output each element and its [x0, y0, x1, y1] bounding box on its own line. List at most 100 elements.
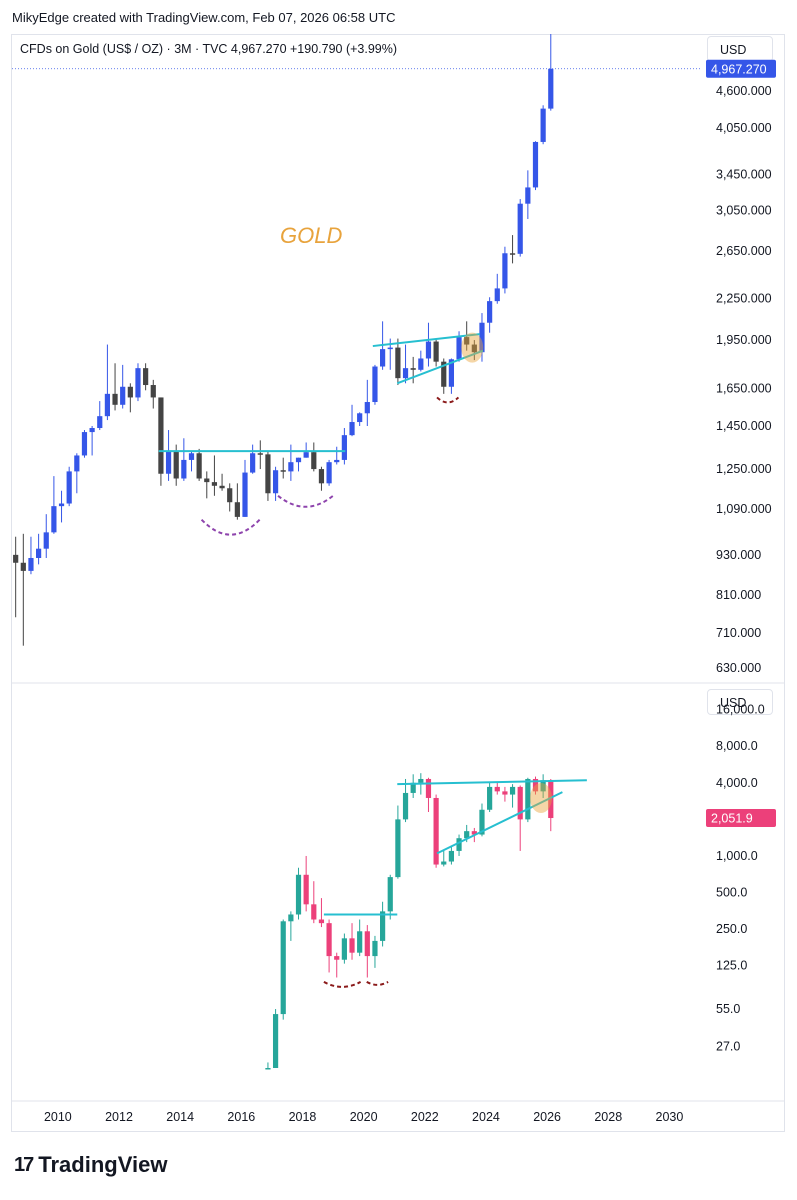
- cup-pattern-arc: [436, 396, 460, 404]
- candle-body: [272, 470, 279, 494]
- x-tick-label: 2020: [350, 1110, 378, 1124]
- candle-body: [532, 778, 539, 792]
- candle-body: [120, 386, 126, 405]
- symbol-line: CFDs on Gold (US$ / OZ) · 3M · TVC 4,967…: [20, 42, 398, 56]
- candle-body: [471, 831, 477, 835]
- candle-body: [487, 786, 493, 810]
- candle-body: [104, 393, 111, 417]
- candle-body: [372, 940, 378, 957]
- candle-body: [81, 432, 88, 456]
- candle-body: [288, 462, 294, 472]
- candle-body: [532, 141, 539, 188]
- x-tick-label: 2016: [227, 1110, 255, 1124]
- candle-body: [502, 253, 508, 289]
- credit-line: MikyEdge created with TradingView.com, F…: [12, 10, 396, 25]
- candle-body: [211, 482, 218, 486]
- y-tick-label: 125.0: [716, 959, 747, 973]
- y-tick-label: 810.000: [716, 588, 761, 602]
- candle-body: [517, 786, 523, 820]
- y-tick-label: 4,600.000: [716, 84, 772, 98]
- cup-pattern-arc: [366, 981, 389, 986]
- candle-body: [464, 831, 470, 839]
- y-tick-label: 3,050.000: [716, 203, 772, 217]
- candle-body: [280, 921, 286, 1015]
- candle-body: [143, 368, 149, 386]
- candle-body: [433, 341, 439, 362]
- candle-body: [311, 904, 317, 920]
- candle-body: [295, 874, 302, 915]
- chart-frame: [11, 34, 785, 1132]
- candle-body: [387, 877, 393, 912]
- candle-body: [288, 914, 294, 922]
- candle-body: [433, 797, 439, 865]
- ratio-chart-pane: 27.0 55.0 125.0 250.0 500.0 1,000.0 4,000.0 8,0…: [11, 682, 785, 1070]
- y-tick-label: 8,000.0: [716, 739, 758, 753]
- candle-body: [36, 548, 42, 558]
- candle-body: [318, 919, 325, 924]
- candle-body: [387, 347, 393, 350]
- candle-body: [502, 791, 508, 795]
- candle-body: [181, 459, 187, 479]
- trend-line: [372, 333, 480, 348]
- candle-body: [66, 471, 72, 504]
- candle-body: [479, 809, 485, 835]
- x-tick-label: 2028: [594, 1110, 622, 1124]
- candle-body: [395, 819, 401, 878]
- candle-body: [334, 459, 340, 463]
- last-price-label: 2,051.9: [711, 812, 753, 826]
- candle-body: [357, 413, 363, 423]
- candle-body: [448, 359, 455, 387]
- candle-body: [441, 361, 447, 387]
- candle-body: [334, 956, 340, 960]
- candle-body: [28, 557, 34, 571]
- candle-body: [418, 358, 424, 370]
- y-tick-label: 2,250.000: [716, 292, 772, 306]
- candle-body: [471, 344, 477, 353]
- y-tick-label: 710.000: [716, 626, 761, 640]
- currency-button-bottom[interactable]: USD: [707, 689, 773, 715]
- cup-pattern-arc: [200, 518, 261, 536]
- candle-body: [479, 322, 485, 353]
- y-tick-label: 1,000.0: [716, 849, 758, 863]
- y-tick-label: 3,450.000: [716, 168, 772, 182]
- candle-body: [456, 337, 462, 360]
- candle-body: [494, 786, 500, 792]
- last-price-box: [706, 809, 776, 828]
- candle-body: [464, 337, 470, 345]
- brand-name: TradingView: [38, 1152, 168, 1177]
- candle-body: [112, 393, 118, 405]
- x-tick-label: 2018: [289, 1110, 317, 1124]
- candle-body: [456, 838, 462, 851]
- candle-body: [234, 502, 240, 517]
- candle-body: [540, 108, 546, 142]
- y-tick-label: 4,050.000: [716, 121, 772, 135]
- candle-body: [173, 451, 179, 479]
- candle-body: [410, 368, 416, 370]
- candle-body: [303, 874, 309, 905]
- candle-body: [395, 347, 401, 379]
- y-tick-label: 1,250.000: [716, 462, 772, 476]
- candle-body: [326, 923, 332, 957]
- candle-body: [548, 780, 554, 819]
- tradingview-logo[interactable]: 17 TradingView: [14, 1152, 167, 1178]
- candle-body: [326, 462, 332, 484]
- trend-line: [436, 791, 563, 855]
- candle-body: [372, 366, 378, 403]
- candle-body: [13, 554, 19, 563]
- candle-body: [517, 203, 523, 254]
- candle-body: [89, 428, 95, 433]
- y-tick-label: 1,090.000: [716, 502, 772, 516]
- y-tick-label: 2,650.000: [716, 244, 772, 258]
- y-tick-label: 55.0: [716, 1002, 740, 1016]
- candle-body: [349, 422, 355, 436]
- y-tick-label: 930.000: [716, 548, 761, 562]
- candle-body: [265, 1068, 271, 1070]
- candle-body: [425, 341, 432, 359]
- candle-body: [357, 931, 363, 953]
- y-tick-label: 27.0: [716, 1040, 740, 1054]
- x-tick-label: 2024: [472, 1110, 500, 1124]
- candle-body: [448, 850, 455, 862]
- candle-body: [257, 453, 263, 455]
- candle-body: [135, 368, 141, 398]
- x-tick-label: 2012: [105, 1110, 133, 1124]
